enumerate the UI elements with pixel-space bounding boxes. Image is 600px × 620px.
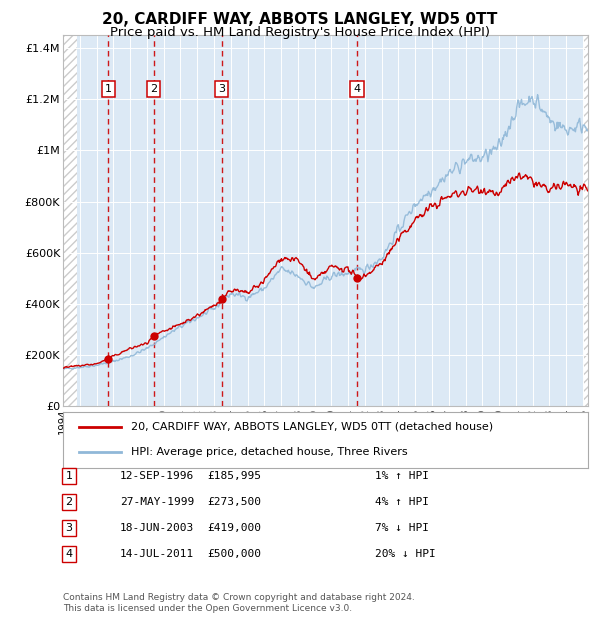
Text: 2: 2 xyxy=(150,84,157,94)
Text: 1: 1 xyxy=(65,471,73,481)
Text: £500,000: £500,000 xyxy=(207,549,261,559)
Text: 4: 4 xyxy=(353,84,361,94)
Text: 18-JUN-2003: 18-JUN-2003 xyxy=(120,523,194,533)
Text: Contains HM Land Registry data © Crown copyright and database right 2024.
This d: Contains HM Land Registry data © Crown c… xyxy=(63,593,415,613)
Text: 2: 2 xyxy=(65,497,73,507)
Text: 1% ↑ HPI: 1% ↑ HPI xyxy=(375,471,429,481)
Text: 20, CARDIFF WAY, ABBOTS LANGLEY, WD5 0TT: 20, CARDIFF WAY, ABBOTS LANGLEY, WD5 0TT xyxy=(103,12,497,27)
Text: 1: 1 xyxy=(105,84,112,94)
Bar xyxy=(63,35,77,406)
Text: 3: 3 xyxy=(218,84,225,94)
Text: Price paid vs. HM Land Registry's House Price Index (HPI): Price paid vs. HM Land Registry's House … xyxy=(110,26,490,39)
Text: 7% ↓ HPI: 7% ↓ HPI xyxy=(375,523,429,533)
Text: 4% ↑ HPI: 4% ↑ HPI xyxy=(375,497,429,507)
Text: 20% ↓ HPI: 20% ↓ HPI xyxy=(375,549,436,559)
Text: £419,000: £419,000 xyxy=(207,523,261,533)
Text: 20, CARDIFF WAY, ABBOTS LANGLEY, WD5 0TT (detached house): 20, CARDIFF WAY, ABBOTS LANGLEY, WD5 0TT… xyxy=(131,422,493,432)
Text: HPI: Average price, detached house, Three Rivers: HPI: Average price, detached house, Thre… xyxy=(131,448,408,458)
Text: £273,500: £273,500 xyxy=(207,497,261,507)
Text: £185,995: £185,995 xyxy=(207,471,261,481)
Text: 14-JUL-2011: 14-JUL-2011 xyxy=(120,549,194,559)
Text: 12-SEP-1996: 12-SEP-1996 xyxy=(120,471,194,481)
Text: 3: 3 xyxy=(65,523,73,533)
Text: 27-MAY-1999: 27-MAY-1999 xyxy=(120,497,194,507)
Bar xyxy=(584,35,588,406)
Text: 4: 4 xyxy=(65,549,73,559)
